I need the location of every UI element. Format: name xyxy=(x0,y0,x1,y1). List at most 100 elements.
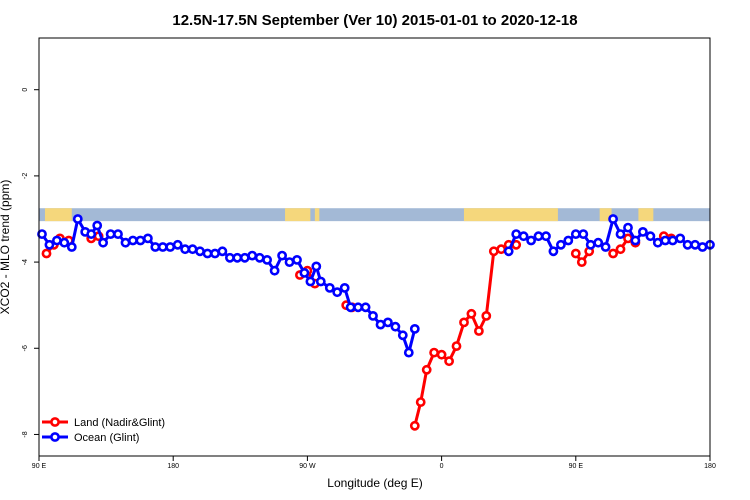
map-land-patch xyxy=(44,208,72,222)
land-series-point xyxy=(451,341,462,351)
map-land-patch xyxy=(599,208,612,222)
ocean-series-point xyxy=(600,242,611,252)
ocean-series-point xyxy=(339,282,350,293)
ocean-series-point xyxy=(353,302,363,313)
y-tick-label: -6 xyxy=(22,345,29,351)
ocean-series-point xyxy=(608,214,618,224)
ocean-series-point xyxy=(533,231,544,242)
ocean-series-point xyxy=(142,233,153,244)
ocean-series-point xyxy=(623,222,633,233)
land-series-point xyxy=(473,326,484,336)
ocean-series-point xyxy=(518,231,529,242)
ocean-series-point xyxy=(526,235,536,246)
ocean-series-point xyxy=(593,237,604,248)
ocean-series-point xyxy=(232,252,243,263)
ocean-series-point xyxy=(165,242,176,252)
land-ocean-mask xyxy=(39,208,710,222)
ocean-series-point xyxy=(630,235,641,246)
x-axis: 90 E 180 90 W 0 90 E 180 xyxy=(32,456,716,470)
ocean-series-point xyxy=(503,246,514,257)
ocean-series-point xyxy=(305,276,316,287)
land-series-point xyxy=(481,310,492,321)
ocean-series-point xyxy=(247,250,258,261)
ocean-series-point xyxy=(563,235,574,246)
ocean-series-point xyxy=(645,231,656,242)
land-series-point xyxy=(421,364,432,375)
land-series-point xyxy=(576,257,587,267)
ocean-series-point xyxy=(403,347,414,358)
ocean-series-point xyxy=(548,246,559,257)
ocean-series-point xyxy=(277,250,287,261)
plot-frame xyxy=(38,37,711,457)
ocean-series-point xyxy=(397,330,408,341)
land-series-point xyxy=(409,420,420,431)
x-tick-label: 0 xyxy=(440,463,444,470)
land-series-point xyxy=(444,356,454,367)
ocean-series-point xyxy=(127,235,138,246)
ocean-series-point xyxy=(541,231,551,242)
ocean-series-point xyxy=(382,317,393,328)
ocean-series-point xyxy=(409,323,420,334)
ocean-series-point xyxy=(638,226,648,237)
ocean-series-point xyxy=(652,237,663,248)
plot-series xyxy=(37,214,715,431)
y-axis: 0 -2 -4 -6 -8 xyxy=(22,88,39,438)
land-series-point xyxy=(429,347,439,358)
land-series-point xyxy=(41,248,52,259)
y-tick-label: -8 xyxy=(22,431,29,437)
ocean-series-point xyxy=(135,235,146,246)
x-tick-label: 90 E xyxy=(569,463,584,470)
ocean-series-point xyxy=(299,267,310,278)
land-series-point xyxy=(466,308,477,319)
map-land-patch xyxy=(463,208,558,222)
map-land-patch xyxy=(285,208,311,222)
ocean-series-point xyxy=(667,235,678,246)
ocean-series-point xyxy=(217,246,228,257)
ocean-series-point xyxy=(66,242,77,252)
land-series-point xyxy=(415,397,426,407)
ocean-series-point xyxy=(570,229,581,239)
map-land-patch xyxy=(638,208,654,222)
ocean-series-point xyxy=(195,246,205,257)
x-tick-label: 180 xyxy=(704,463,716,470)
ocean-series-point xyxy=(86,229,97,239)
ocean-series-point xyxy=(315,276,326,287)
land-series-point xyxy=(459,317,469,328)
ocean-series-point xyxy=(292,254,302,265)
ocean-series-point xyxy=(44,239,55,250)
ocean-series-point xyxy=(262,254,272,265)
ocean-series-point xyxy=(368,310,378,321)
ocean-series-point xyxy=(585,239,596,250)
ocean-series-point xyxy=(332,287,343,298)
ocean-series-point xyxy=(360,302,371,313)
ocean-series-point xyxy=(345,302,356,313)
x-tick-label: 90 W xyxy=(299,463,316,470)
land-series-point xyxy=(615,244,626,255)
ocean-series-point xyxy=(697,242,708,252)
legend-label: Ocean (Glint) xyxy=(74,432,139,444)
y-axis-label: XCO2 - MLO trend (ppm) xyxy=(0,180,12,315)
ocean-series-point xyxy=(324,282,335,293)
ocean-series-point xyxy=(202,248,213,259)
y-tick-label: 0 xyxy=(22,88,29,92)
ocean-series-point xyxy=(682,239,693,250)
ocean-series-point xyxy=(172,239,183,250)
chart-title: 12.5N-17.5N September (Ver 10) 2015-01-0… xyxy=(172,12,577,29)
ocean-series-point xyxy=(284,257,295,267)
x-axis-label: Longitude (deg E) xyxy=(327,476,422,490)
ocean-series-point xyxy=(675,233,686,244)
ocean-series-point xyxy=(98,237,108,248)
ocean-series-point xyxy=(578,229,589,239)
legend-marker xyxy=(50,432,60,442)
y-tick-label: -2 xyxy=(22,173,29,179)
legend-label: Land (Nadir&Glint) xyxy=(74,417,165,429)
land-series-point xyxy=(608,248,618,259)
land-series-line xyxy=(413,243,517,427)
map-land-patch xyxy=(314,208,320,222)
ocean-series-point xyxy=(180,244,190,255)
ocean-series-point xyxy=(113,229,123,239)
ocean-series-point xyxy=(615,229,626,239)
ocean-series-point xyxy=(390,321,401,332)
legend-marker xyxy=(50,417,60,427)
